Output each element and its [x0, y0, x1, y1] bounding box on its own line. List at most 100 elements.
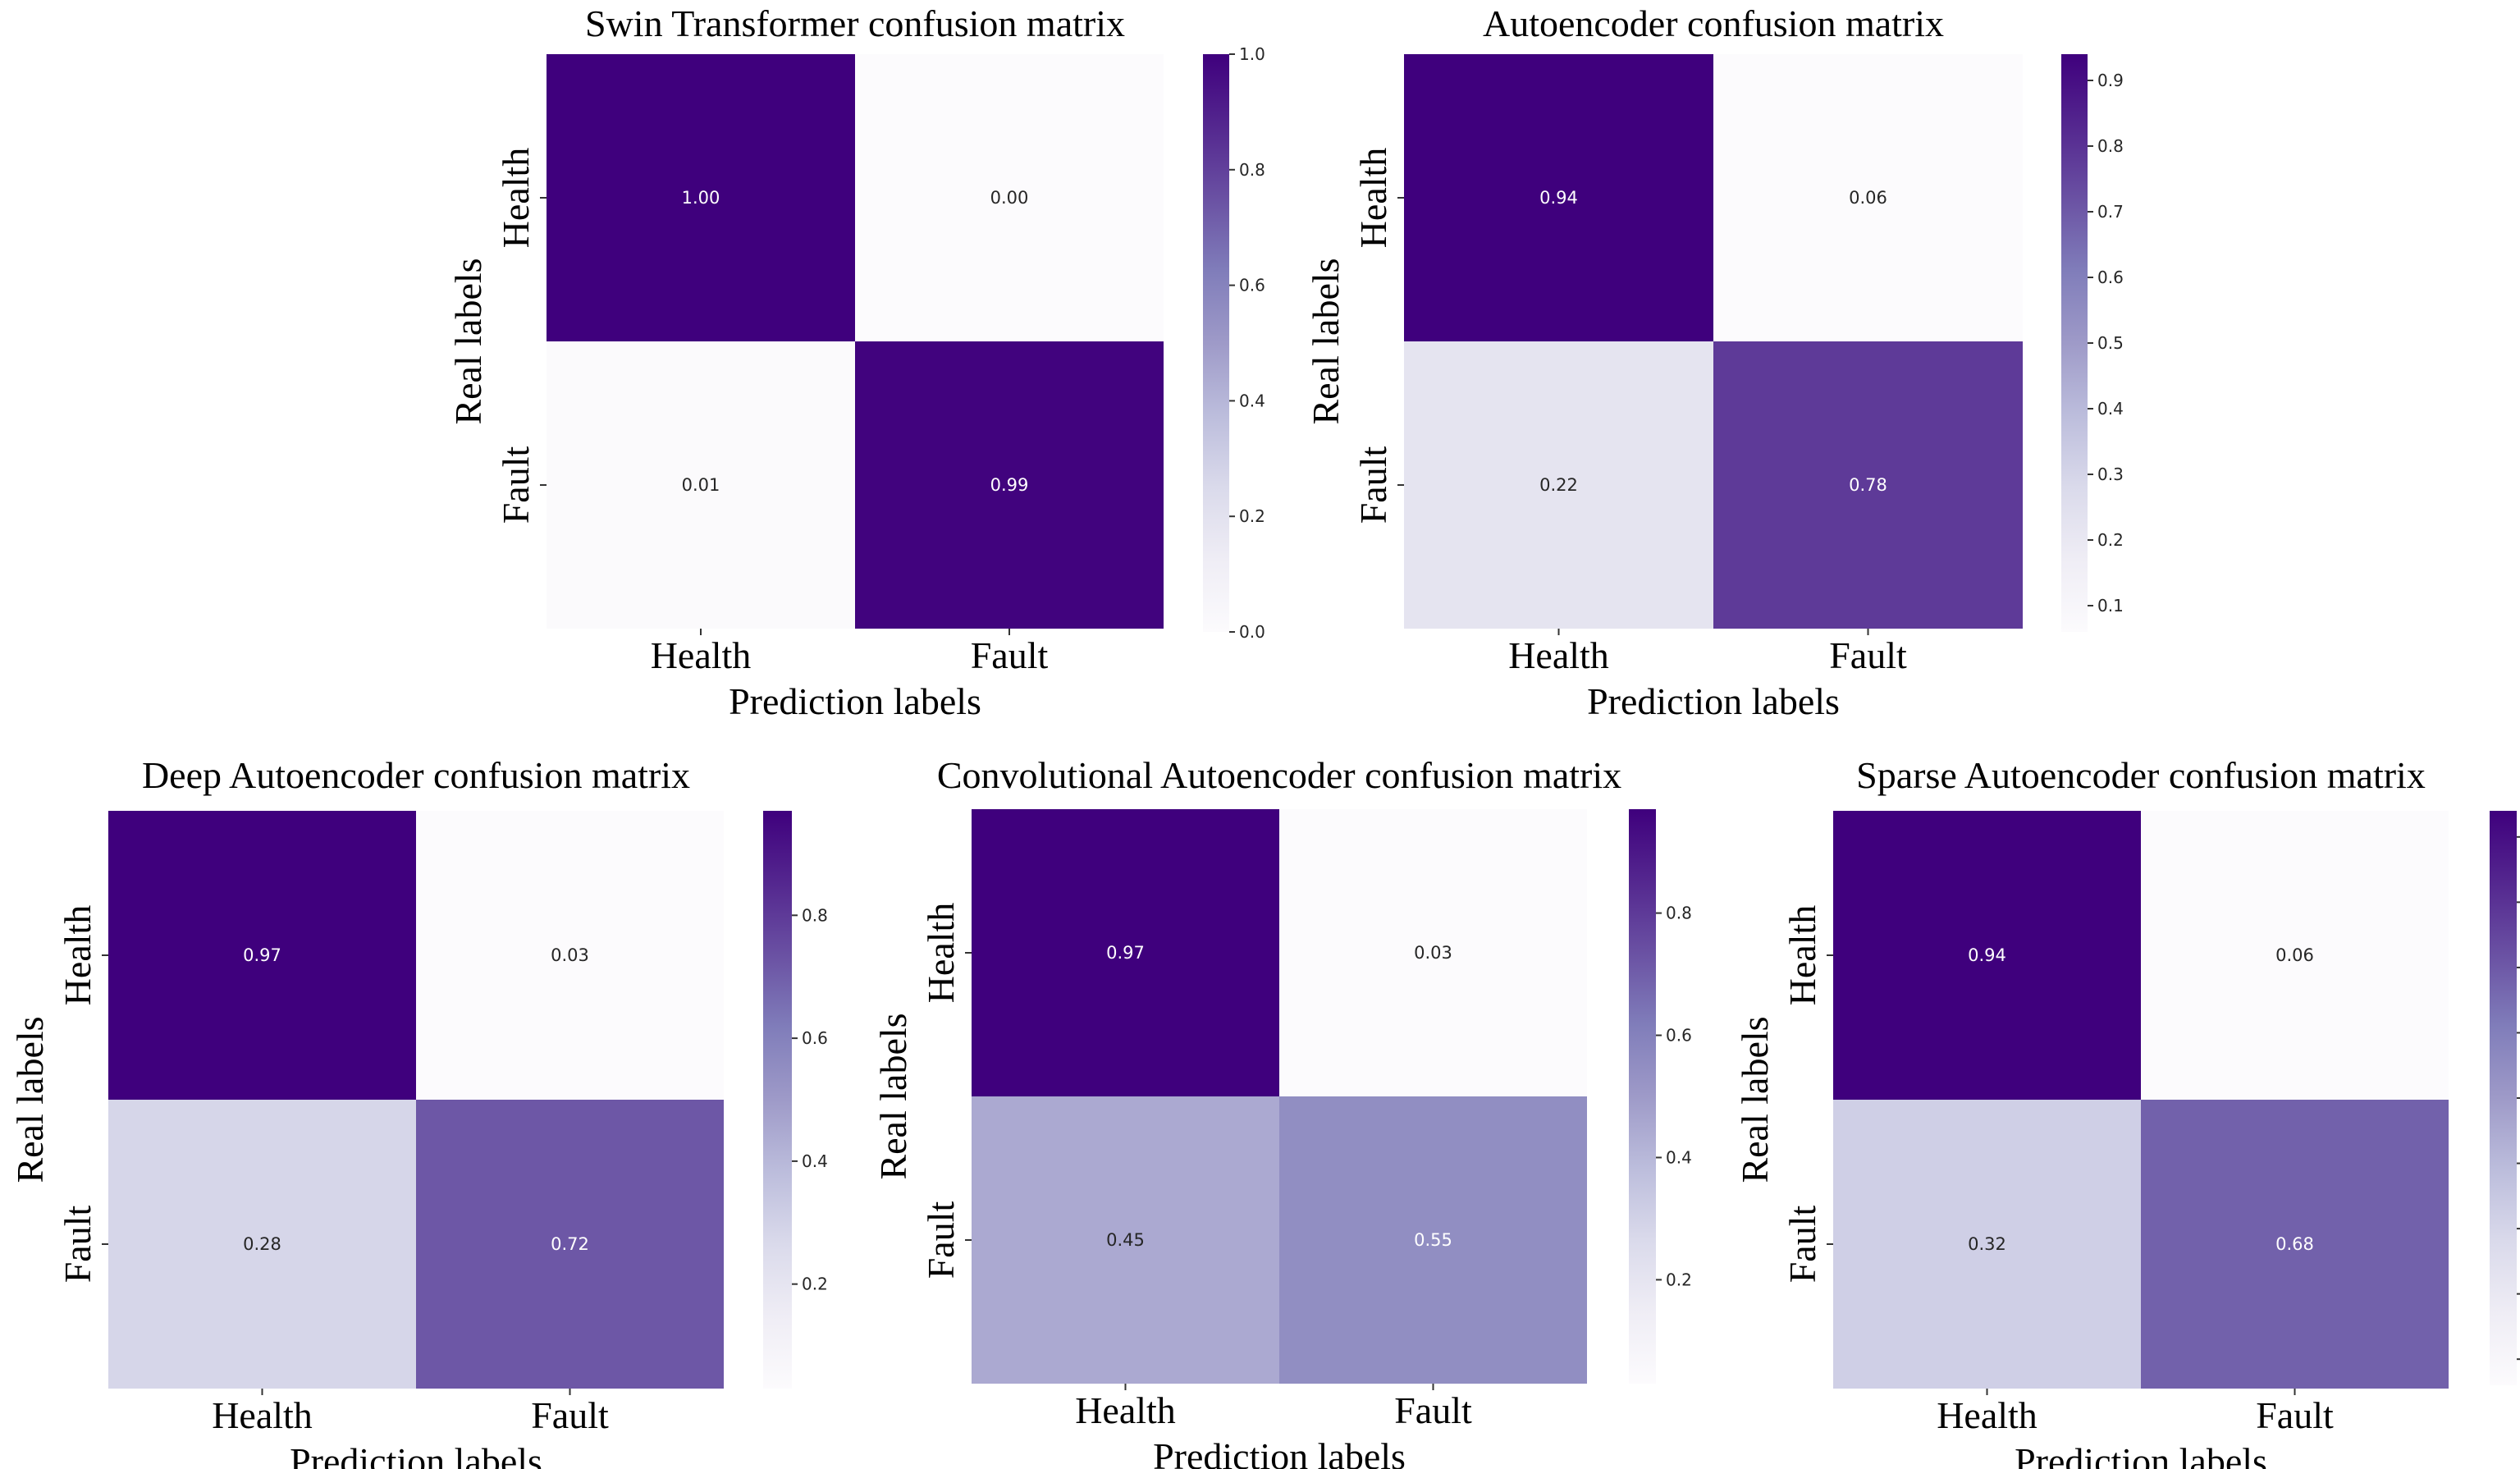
- confusion-matrix-panel: Convolutional Autoencoder confusion matr…: [872, 754, 1692, 1469]
- y-tick-label: Fault: [57, 1206, 98, 1284]
- cell-value-label: 1.00: [682, 188, 720, 208]
- colorbar-tick-label: 0.6: [802, 1028, 828, 1048]
- x-tick-label: Health: [1937, 1394, 2037, 1436]
- heatmap-cell: [2141, 811, 2449, 1100]
- colorbar-tick-label: 0.4: [1239, 391, 1265, 410]
- cell-value-label: 0.00: [990, 188, 1029, 208]
- colorbar-tick-label: 0.4: [1666, 1147, 1692, 1167]
- y-tick-label: Fault: [495, 446, 537, 524]
- colorbar-tick-label: 0.7: [2097, 202, 2124, 222]
- cell-value-label: 0.99: [990, 475, 1029, 495]
- colorbar-tick-label: 0.2: [1666, 1270, 1692, 1289]
- y-tick-label: Health: [920, 903, 962, 1004]
- x-tick-label: Fault: [531, 1394, 609, 1436]
- heatmap-cell: [1404, 341, 1713, 629]
- colorbar: [2490, 811, 2517, 1385]
- y-axis-label: Real labels: [447, 258, 489, 424]
- y-axis-label: Real labels: [872, 1013, 914, 1179]
- heatmap-cell: [1279, 1096, 1587, 1384]
- heatmap-cell: [1713, 54, 2023, 341]
- heatmap-cell: [1713, 341, 2023, 629]
- colorbar-tick-label: 0.8: [802, 905, 828, 925]
- y-tick-label: Health: [1352, 148, 1394, 249]
- colorbar-tick-label: 0.8: [1239, 160, 1265, 180]
- heatmap-cell: [2141, 1100, 2449, 1389]
- cell-value-label: 0.03: [1414, 943, 1452, 963]
- cell-value-label: 0.06: [2275, 945, 2314, 965]
- colorbar-tick-label: 0.0: [1239, 622, 1265, 642]
- colorbar: [1203, 54, 1229, 632]
- colorbar: [2061, 54, 2088, 632]
- chart-title: Convolutional Autoencoder confusion matr…: [937, 754, 1621, 796]
- y-tick-label: Health: [1781, 905, 1823, 1006]
- colorbar-tick-label: 0.2: [802, 1275, 828, 1294]
- colorbar-tick-label: 0.5: [2097, 333, 2124, 353]
- x-tick-label: Fault: [1394, 1389, 1472, 1431]
- colorbar-tick-label: 0.3: [2097, 464, 2124, 484]
- chart-title: Sparse Autoencoder confusion matrix: [1856, 754, 2426, 796]
- cell-value-label: 0.72: [551, 1234, 589, 1254]
- x-tick-label: Fault: [1829, 634, 1907, 676]
- cell-value-label: 0.97: [1106, 943, 1145, 963]
- y-tick-label: Health: [57, 905, 98, 1006]
- x-axis-label: Prediction labels: [1587, 680, 1840, 722]
- heatmap-cell: [416, 811, 724, 1100]
- heatmap-cell: [855, 341, 1164, 629]
- colorbar-tick-label: 0.1: [2097, 596, 2124, 616]
- colorbar-tick-label: 0.4: [802, 1151, 828, 1171]
- confusion-matrix-panel: Swin Transformer confusion matrix 1.00 0.0…: [447, 2, 1265, 722]
- x-axis-label: Prediction labels: [729, 680, 981, 722]
- x-tick-label: Fault: [2256, 1394, 2334, 1436]
- x-axis-label: Prediction labels: [290, 1440, 542, 1469]
- colorbar-tick-label: 0.8: [2097, 136, 2124, 156]
- colorbar-tick-label: 0.2: [2097, 530, 2124, 550]
- heatmap-cell: [108, 1100, 416, 1389]
- heatmap-cell: [855, 54, 1164, 341]
- cell-value-label: 0.01: [682, 475, 720, 495]
- chart-title: Deep Autoencoder confusion matrix: [142, 754, 690, 796]
- confusion-matrix-panel: Autoencoder confusion matrix 0.94 0.06 0.22…: [1305, 2, 2124, 722]
- y-tick-label: Fault: [1352, 446, 1394, 524]
- heatmap-cell: [1404, 54, 1713, 341]
- x-tick-label: Health: [212, 1394, 313, 1436]
- heatmap-cell: [972, 809, 1279, 1096]
- cell-value-label: 0.97: [243, 945, 281, 965]
- colorbar-tick-label: 0.9: [2097, 71, 2124, 90]
- y-axis-label: Real labels: [1305, 258, 1347, 424]
- x-tick-label: Health: [1075, 1389, 1176, 1431]
- cell-value-label: 0.78: [1849, 475, 1887, 495]
- heatmap-cell: [972, 1096, 1279, 1384]
- heatmap-cell: [547, 54, 855, 341]
- chart-title: Swin Transformer confusion matrix: [585, 2, 1125, 44]
- colorbar: [763, 811, 792, 1389]
- x-axis-label: Prediction labels: [1153, 1435, 1406, 1469]
- colorbar-tick-label: 0.6: [2097, 268, 2124, 287]
- heatmap-cell: [1279, 809, 1587, 1096]
- y-tick-label: Health: [495, 148, 537, 249]
- colorbar-tick-label: 1.0: [1239, 44, 1265, 64]
- heatmap-cell: [1833, 1100, 2141, 1389]
- heatmap-cell: [547, 341, 855, 629]
- colorbar-tick-label: 0.6: [1239, 276, 1265, 295]
- x-tick-label: Health: [651, 634, 752, 676]
- y-axis-label: Real labels: [1734, 1016, 1776, 1183]
- heatmap-cell: [108, 811, 416, 1100]
- cell-value-label: 0.55: [1414, 1230, 1452, 1250]
- heatmap-cell: [1833, 811, 2141, 1100]
- colorbar-tick-label: 0.4: [2097, 399, 2124, 419]
- cell-value-label: 0.68: [2275, 1234, 2314, 1254]
- colorbar-tick-label: 0.2: [1239, 506, 1265, 526]
- x-tick-label: Health: [1508, 634, 1609, 676]
- cell-value-label: 0.94: [1539, 188, 1578, 208]
- x-tick-label: Fault: [971, 634, 1049, 676]
- colorbar: [1629, 809, 1656, 1384]
- x-axis-label: Prediction labels: [2015, 1440, 2267, 1469]
- confusion-matrix-panel: Sparse Autoencoder confusion matrix 0.94 0…: [1734, 754, 2520, 1469]
- y-tick-label: Fault: [1781, 1206, 1823, 1284]
- y-tick-label: Fault: [920, 1201, 962, 1279]
- colorbar-tick-label: 0.6: [1666, 1026, 1692, 1046]
- cell-value-label: 0.28: [243, 1234, 281, 1254]
- cell-value-label: 0.03: [551, 945, 589, 965]
- chart-title: Autoencoder confusion matrix: [1483, 2, 1944, 44]
